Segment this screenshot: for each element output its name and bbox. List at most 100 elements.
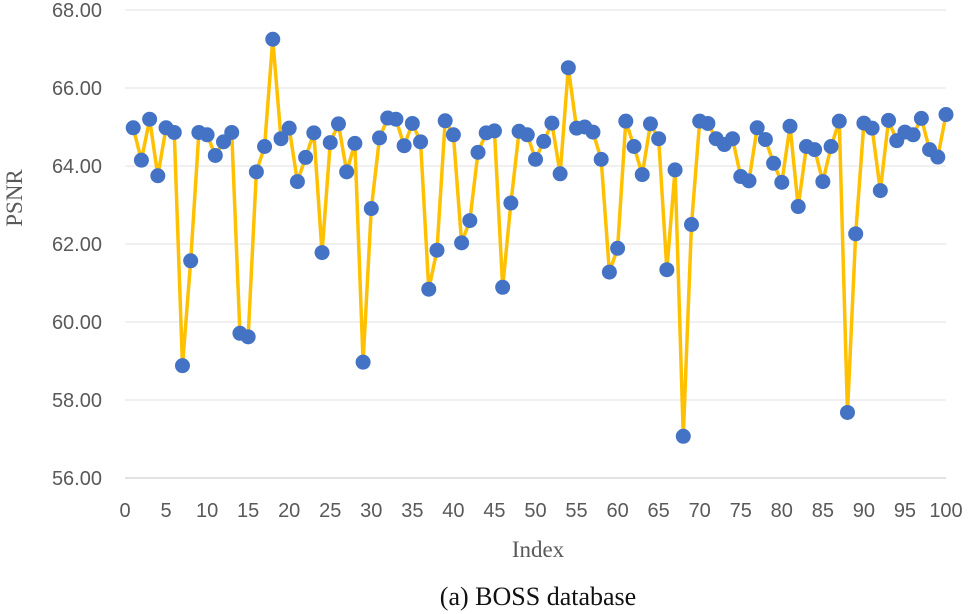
x-tick-label: 90	[853, 500, 875, 522]
data-point	[831, 113, 847, 129]
y-tick-label: 68.00	[52, 0, 102, 22]
data-point	[807, 142, 823, 158]
data-point	[938, 107, 954, 123]
y-axis-ticks: 56.00 58.00 60.00 62.00 64.00 66.00 68.00	[52, 0, 102, 490]
data-point	[757, 131, 773, 147]
data-point	[536, 133, 552, 149]
data-point	[363, 201, 379, 217]
data-point	[700, 115, 716, 131]
data-point	[207, 147, 223, 163]
x-tick-label: 55	[565, 500, 587, 522]
data-point	[626, 139, 642, 154]
data-point	[659, 262, 675, 278]
data-point	[930, 149, 946, 165]
data-point	[257, 139, 273, 154]
data-point	[585, 124, 601, 140]
y-tick-label: 58.00	[52, 390, 102, 412]
data-point	[265, 31, 281, 47]
data-point	[544, 115, 560, 131]
x-tick-label: 10	[196, 500, 218, 522]
data-point	[560, 60, 576, 76]
data-point	[593, 151, 609, 167]
data-point	[298, 149, 314, 165]
data-point	[519, 127, 535, 143]
data-point	[725, 131, 741, 147]
data-point	[330, 116, 346, 132]
data-point	[166, 124, 182, 140]
data-point	[601, 264, 617, 280]
data-point	[224, 124, 240, 140]
data-point	[289, 174, 305, 190]
data-point	[642, 116, 658, 132]
x-tick-label: 30	[360, 500, 382, 522]
data-point	[651, 131, 667, 147]
data-point	[864, 120, 880, 136]
data-point	[462, 213, 478, 229]
x-tick-label: 85	[812, 500, 834, 522]
x-tick-label: 80	[771, 500, 793, 522]
data-point	[913, 110, 929, 126]
data-point	[815, 174, 831, 190]
data-point	[314, 245, 330, 261]
psnr-markers	[125, 31, 954, 444]
data-point	[437, 113, 453, 129]
x-tick-label: 70	[689, 500, 711, 522]
data-point	[823, 139, 839, 154]
x-tick-label: 40	[442, 500, 464, 522]
data-point	[421, 281, 437, 297]
x-tick-label: 95	[894, 500, 916, 522]
x-tick-label: 15	[237, 500, 259, 522]
data-point	[281, 120, 297, 136]
y-tick-label: 56.00	[52, 468, 102, 490]
data-point	[470, 144, 486, 160]
x-tick-label: 100	[929, 500, 962, 522]
x-tick-label: 0	[119, 500, 130, 522]
data-point	[766, 155, 782, 171]
data-point	[133, 152, 149, 168]
data-point	[273, 131, 289, 147]
data-point	[396, 138, 412, 154]
data-point	[413, 134, 429, 150]
x-tick-label: 75	[730, 500, 752, 522]
y-axis-title: PSNR	[2, 169, 27, 227]
x-tick-label: 50	[524, 500, 546, 522]
data-point	[790, 199, 806, 215]
data-point	[372, 130, 388, 146]
data-point	[528, 151, 543, 167]
data-point	[125, 120, 141, 136]
figure-caption: (a) BOSS database	[440, 582, 636, 611]
x-axis-title: Index	[512, 537, 565, 562]
x-tick-label: 25	[319, 500, 341, 522]
data-point	[339, 164, 355, 180]
data-point	[848, 226, 864, 242]
gridlines	[125, 9, 946, 401]
data-point	[749, 120, 765, 136]
data-point	[199, 127, 215, 143]
data-point	[495, 279, 511, 295]
data-point	[306, 125, 322, 141]
data-point	[388, 111, 404, 127]
data-point	[675, 428, 691, 444]
data-point	[881, 112, 897, 128]
y-tick-label: 60.00	[52, 312, 102, 334]
data-point	[355, 354, 371, 370]
data-point	[174, 358, 190, 374]
x-tick-label: 20	[278, 500, 300, 522]
x-tick-label: 5	[160, 500, 171, 522]
data-point	[610, 240, 626, 256]
y-tick-label: 66.00	[52, 78, 102, 100]
y-tick-label: 62.00	[52, 234, 102, 256]
data-point	[839, 404, 855, 420]
data-point	[486, 123, 502, 139]
x-axis-ticks: 0 5 10 15 20 25 30 35 40 45 50 55 60 65 70 75 80 85 90 95 10…	[119, 500, 962, 522]
data-point	[248, 164, 264, 180]
data-point	[683, 217, 699, 232]
data-point	[667, 162, 683, 178]
data-point	[741, 173, 757, 189]
data-point	[782, 118, 798, 134]
data-point	[142, 111, 158, 127]
data-point	[454, 235, 470, 251]
psnr-series-line	[131, 37, 948, 439]
data-point	[552, 166, 568, 182]
